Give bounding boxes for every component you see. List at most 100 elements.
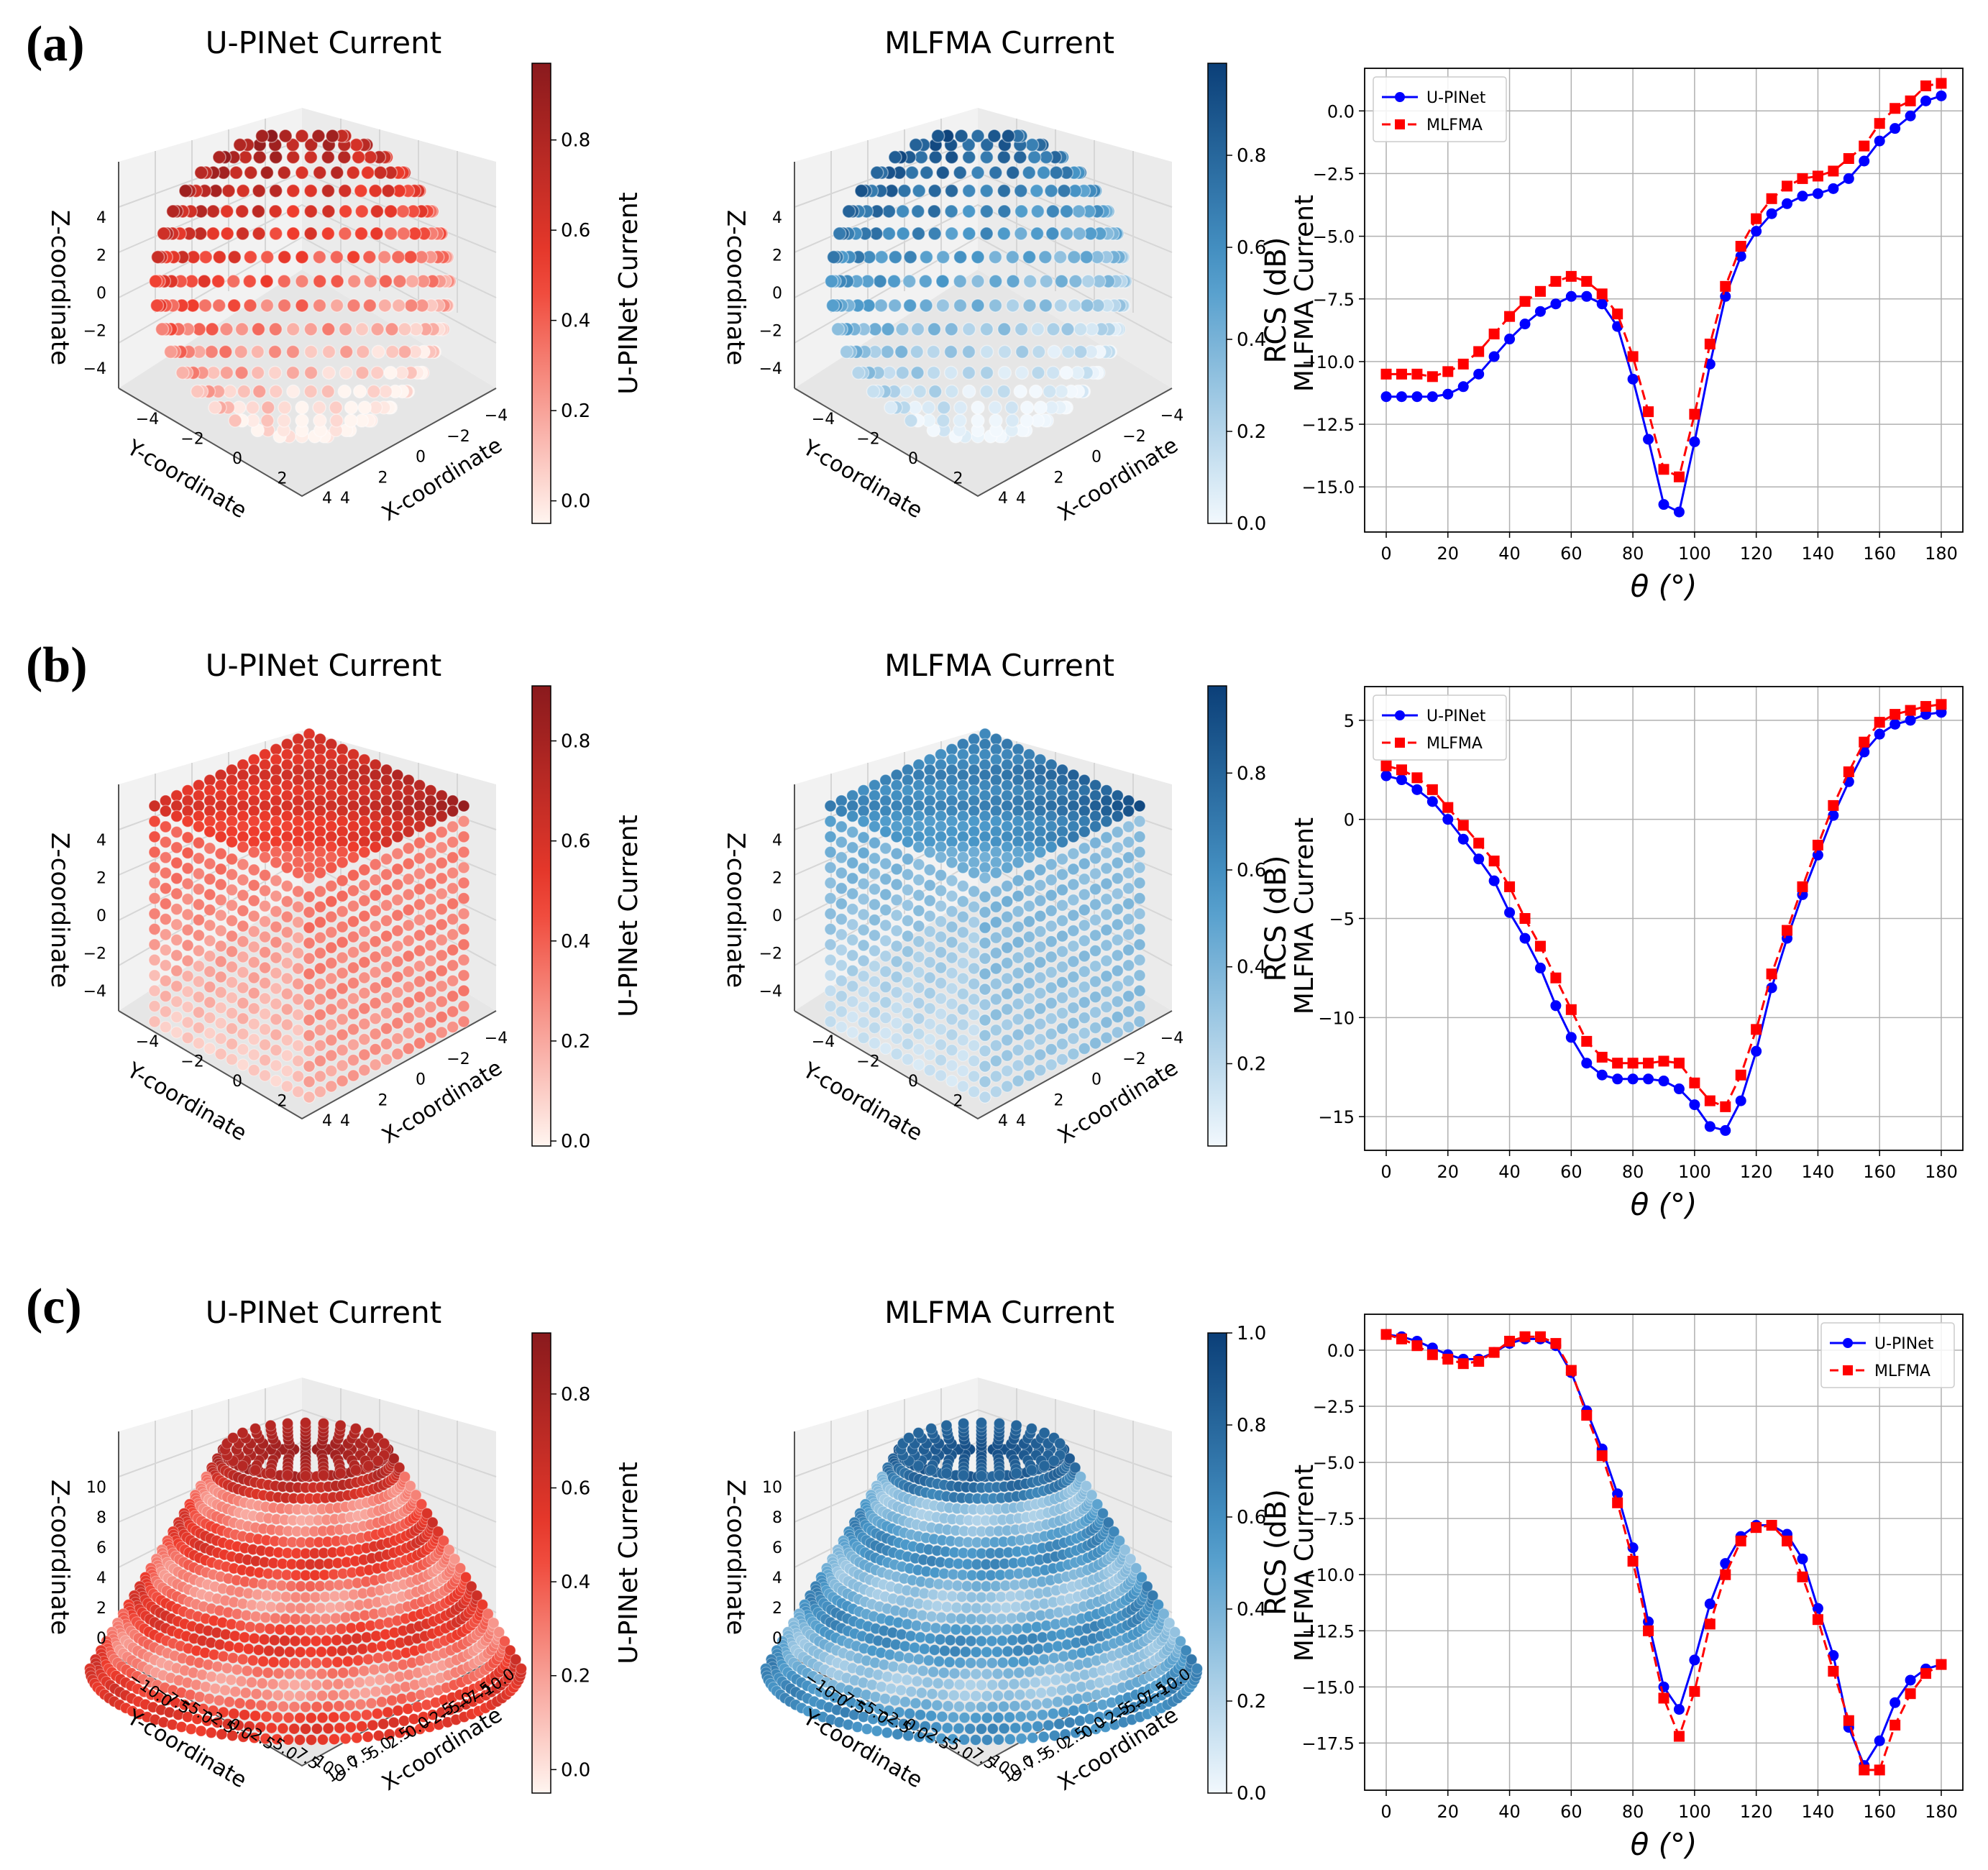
current-point [1100, 862, 1113, 875]
current-point [846, 856, 859, 869]
current-point [1069, 1671, 1081, 1683]
current-point [846, 964, 859, 977]
current-point [292, 733, 305, 746]
current-point [901, 868, 915, 881]
current-point [402, 934, 415, 948]
z-tick-label: −4 [759, 360, 782, 378]
current-point [366, 1641, 378, 1654]
current-point [1111, 1026, 1124, 1039]
current-point [282, 1417, 294, 1429]
current-point [968, 794, 981, 807]
current-point [857, 893, 870, 906]
current-point [942, 1700, 954, 1712]
current-point [1017, 1655, 1030, 1667]
current-point [934, 748, 948, 761]
current-point [961, 344, 976, 359]
z-tick-label: 10 [762, 1479, 782, 1497]
x-tick-label: −4 [485, 1030, 508, 1048]
current-point [295, 249, 309, 265]
current-point [846, 825, 859, 839]
current-point [252, 226, 266, 241]
z-tick-label: 10 [86, 1479, 106, 1497]
current-point [292, 947, 305, 960]
colorbar-tick-label: 0.8 [561, 130, 590, 152]
current-point [879, 904, 892, 917]
current-point [1029, 1677, 1041, 1689]
current-point [1058, 1650, 1070, 1662]
current-point [402, 996, 415, 1009]
current-point [325, 1018, 338, 1031]
current-point [225, 794, 239, 807]
current-point [1089, 991, 1102, 1004]
current-point [234, 322, 249, 336]
current-point [148, 938, 161, 951]
current-point [435, 995, 448, 1008]
current-point [421, 1507, 433, 1519]
current-point [200, 1681, 212, 1693]
current-point [148, 845, 161, 858]
current-point [902, 298, 917, 313]
x-axis-label: X-coordinate [377, 1055, 507, 1149]
current-point [300, 1657, 311, 1669]
current-point [1001, 738, 1014, 751]
current-point [990, 1580, 1002, 1592]
current-point [996, 1635, 1008, 1647]
current-point [247, 764, 260, 776]
current-point [1100, 908, 1113, 921]
current-point [203, 794, 216, 807]
current-point [1012, 805, 1025, 817]
current-point [979, 204, 994, 219]
current-point [919, 298, 933, 313]
current-point [325, 748, 338, 761]
colorbar-tick-label: 0.8 [1237, 145, 1266, 167]
current-point [943, 344, 958, 359]
current-point [901, 764, 915, 776]
current-point [264, 1623, 276, 1635]
current-point [391, 1032, 404, 1045]
current-point [237, 950, 249, 963]
current-point [325, 810, 338, 822]
z-tick-label: 4 [96, 832, 106, 850]
current-point [170, 949, 183, 962]
current-point [979, 769, 991, 782]
current-point [288, 1723, 301, 1735]
z-tick-label: 0 [96, 285, 106, 303]
current-point [1079, 249, 1094, 265]
current-point [881, 322, 895, 336]
current-point [912, 889, 925, 902]
current-point [868, 779, 881, 792]
current-point [997, 1679, 1009, 1691]
current-point [1059, 226, 1074, 241]
current-point [280, 820, 293, 833]
current-point [413, 852, 426, 865]
current-point [1034, 1033, 1047, 1046]
current-point [354, 183, 368, 198]
current-point [1045, 1012, 1058, 1025]
current-point [258, 1053, 272, 1067]
current-point [258, 1007, 272, 1020]
current-point [824, 876, 837, 889]
current-point [336, 743, 349, 756]
current-point [1012, 1645, 1024, 1657]
current-point [1122, 882, 1135, 895]
current-point [237, 789, 249, 802]
current-point [945, 1612, 958, 1624]
current-point [901, 825, 915, 838]
current-point [245, 400, 260, 415]
current-point [357, 1643, 369, 1655]
current-point [986, 1635, 998, 1647]
current-point [956, 769, 969, 782]
current-point [457, 938, 470, 951]
current-point [857, 805, 870, 817]
current-point [1001, 789, 1014, 802]
current-point [953, 1700, 965, 1713]
current-point [1055, 1037, 1069, 1050]
current-point [471, 1590, 483, 1602]
current-point [192, 789, 206, 802]
current-point [303, 810, 316, 822]
current-point [313, 947, 326, 960]
current-point [237, 935, 249, 948]
current-point [159, 820, 172, 833]
current-point [1001, 1018, 1014, 1031]
